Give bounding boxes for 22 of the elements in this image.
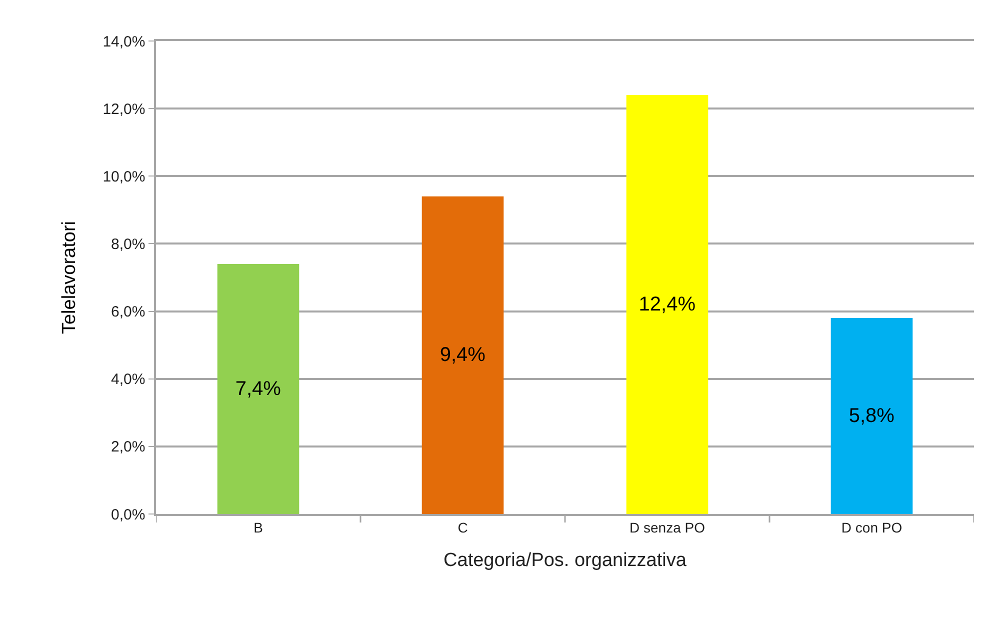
y-tick-label: 2,0%: [111, 438, 146, 456]
y-tick-label: 8,0%: [111, 236, 146, 253]
bar: [422, 196, 504, 514]
y-tick-label: 12,0%: [102, 100, 146, 118]
x-axis-title: Categoria/Pos. organizzativa: [444, 550, 687, 571]
y-tick-label: 6,0%: [111, 304, 146, 321]
x-tick-label: C: [458, 520, 468, 536]
data-label: 7,4%: [235, 378, 282, 400]
y-tick-label: 10,0%: [102, 168, 146, 186]
x-tick-label: B: [254, 520, 263, 536]
y-axis-title: Telelavoratori: [59, 221, 80, 334]
y-tick-label: 0,0%: [111, 506, 146, 524]
data-label: 9,4%: [440, 344, 486, 366]
bar: [626, 95, 708, 514]
bar: [830, 318, 913, 514]
x-tick-label: D senza PO: [630, 520, 706, 536]
y-tick-label: 14,0%: [102, 33, 146, 50]
y-tick-label: 4,0%: [111, 371, 146, 388]
data-label: 5,8%: [848, 405, 895, 428]
bar: [217, 264, 300, 514]
x-tick-label: D con PO: [841, 520, 902, 536]
data-label: 12,4%: [638, 294, 696, 316]
